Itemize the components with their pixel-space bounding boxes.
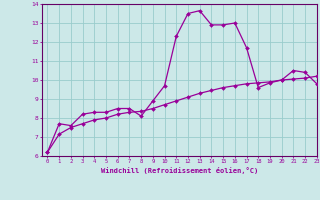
X-axis label: Windchill (Refroidissement éolien,°C): Windchill (Refroidissement éolien,°C) [100, 167, 258, 174]
